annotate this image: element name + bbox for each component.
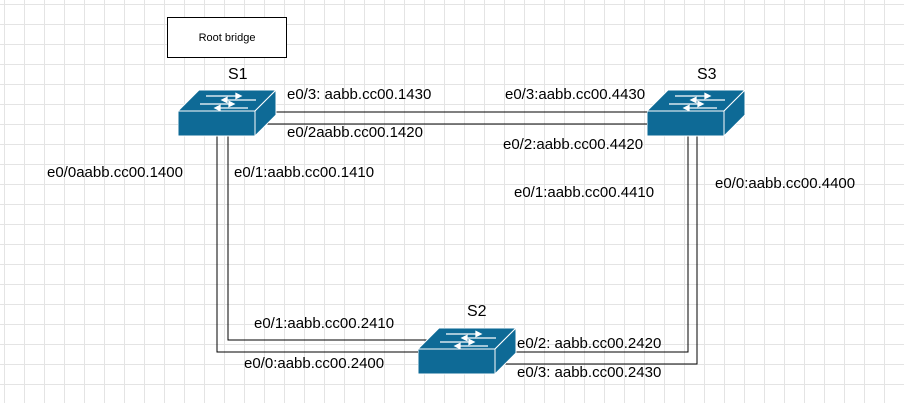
port-label-s1-e01: e0/1:aabb.cc00.1410 xyxy=(234,164,375,181)
switch-s2-icon xyxy=(418,328,517,376)
port-label-s3-e03: e0/3:aabb.cc00.4430 xyxy=(505,86,646,103)
switch-s3-icon xyxy=(647,90,746,138)
link-s3-s2-e03 xyxy=(505,136,698,365)
root-bridge-label: Root bridge xyxy=(198,31,256,44)
port-label-s3-e02: e0/2:aabb.cc00.4420 xyxy=(503,136,644,153)
switch-s1-label: S1 xyxy=(228,66,248,83)
link-s1-s2-e00 xyxy=(216,136,432,353)
switch-s3-label: S3 xyxy=(697,66,717,83)
port-label-s3-e01: e0/1:aabb.cc00.4410 xyxy=(514,184,655,201)
switch-s2-label: S2 xyxy=(467,303,487,320)
port-label-s1-e02: e0/2aabb.cc00.1420 xyxy=(287,124,423,141)
port-label-s2-e02: e0/2: aabb.cc00.2420 xyxy=(517,335,662,352)
port-label-s1-e03: e0/3: aabb.cc00.1430 xyxy=(287,86,432,103)
port-label-s2-e03: e0/3: aabb.cc00.2430 xyxy=(517,364,662,381)
switch-s1-icon xyxy=(178,90,277,138)
port-label-s2-e01: e0/1:aabb.cc00.2410 xyxy=(254,315,395,332)
link-s1-s2-e01 xyxy=(227,136,432,341)
root-bridge-note: Root bridge xyxy=(167,17,287,58)
link-s3-s2-e02 xyxy=(505,136,689,353)
port-label-s3-e00: e0/0:aabb.cc00.4400 xyxy=(715,175,856,192)
port-label-s2-e00: e0/0:aabb.cc00.2400 xyxy=(244,355,385,372)
port-label-s1-e00: e0/0aabb.cc00.1400 xyxy=(47,164,183,181)
